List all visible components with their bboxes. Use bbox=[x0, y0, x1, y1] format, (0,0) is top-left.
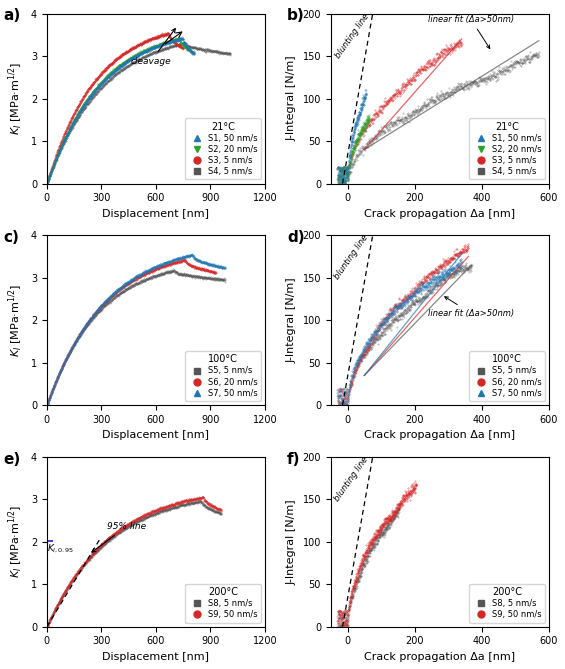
Y-axis label: J-Integral [N/m]: J-Integral [N/m] bbox=[287, 56, 297, 141]
Text: $K_{I,0.95}$: $K_{I,0.95}$ bbox=[46, 543, 73, 555]
Text: blunting line: blunting line bbox=[333, 12, 371, 60]
Y-axis label: J-Integral [N/m]: J-Integral [N/m] bbox=[287, 499, 297, 585]
Text: f): f) bbox=[287, 452, 301, 467]
Text: d): d) bbox=[287, 230, 305, 245]
Legend: S5, 5 nm/s, S6, 20 nm/s, S7, 50 nm/s: S5, 5 nm/s, S6, 20 nm/s, S7, 50 nm/s bbox=[469, 351, 545, 401]
X-axis label: Crack propagation Δa [nm]: Crack propagation Δa [nm] bbox=[364, 430, 515, 440]
Text: c): c) bbox=[3, 230, 19, 245]
Y-axis label: J-Integral [N/m]: J-Integral [N/m] bbox=[287, 278, 297, 363]
Legend: S1, 50 nm/s, S2, 20 nm/s, S3, 5 nm/s, S4, 5 nm/s: S1, 50 nm/s, S2, 20 nm/s, S3, 5 nm/s, S4… bbox=[185, 118, 261, 179]
Legend: S1, 50 nm/s, S2, 20 nm/s, S3, 5 nm/s, S4, 5 nm/s: S1, 50 nm/s, S2, 20 nm/s, S3, 5 nm/s, S4… bbox=[470, 118, 545, 179]
Text: b): b) bbox=[287, 9, 305, 23]
X-axis label: Crack propagation Δa [nm]: Crack propagation Δa [nm] bbox=[364, 652, 515, 662]
X-axis label: Displacement [nm]: Displacement [nm] bbox=[102, 652, 210, 662]
X-axis label: Displacement [nm]: Displacement [nm] bbox=[102, 209, 210, 219]
Text: linear fit (Δa>50nm): linear fit (Δa>50nm) bbox=[428, 297, 514, 318]
Y-axis label: $K_I$ [MPa·m$^{1/2}$]: $K_I$ [MPa·m$^{1/2}$] bbox=[7, 62, 25, 135]
Text: e): e) bbox=[3, 452, 20, 467]
Y-axis label: $K_I$ [MPa·m$^{1/2}$]: $K_I$ [MPa·m$^{1/2}$] bbox=[7, 505, 25, 579]
Text: blunting line: blunting line bbox=[333, 455, 370, 503]
Text: a): a) bbox=[3, 9, 20, 23]
X-axis label: Crack propagation Δa [nm]: Crack propagation Δa [nm] bbox=[364, 209, 515, 219]
Legend: S8, 5 nm/s, S9, 50 nm/s: S8, 5 nm/s, S9, 50 nm/s bbox=[185, 584, 261, 623]
Y-axis label: $K_I$ [MPa·m$^{1/2}$]: $K_I$ [MPa·m$^{1/2}$] bbox=[7, 284, 25, 357]
X-axis label: Displacement [nm]: Displacement [nm] bbox=[102, 430, 210, 440]
Legend: S8, 5 nm/s, S9, 50 nm/s: S8, 5 nm/s, S9, 50 nm/s bbox=[470, 584, 545, 623]
Text: linear fit (Δa>50nm): linear fit (Δa>50nm) bbox=[428, 15, 514, 49]
Text: cleavage: cleavage bbox=[131, 29, 175, 66]
Legend: S5, 5 nm/s, S6, 20 nm/s, S7, 50 nm/s: S5, 5 nm/s, S6, 20 nm/s, S7, 50 nm/s bbox=[185, 351, 261, 401]
Text: 95% line: 95% line bbox=[92, 522, 146, 552]
Text: blunting line: blunting line bbox=[333, 233, 370, 282]
